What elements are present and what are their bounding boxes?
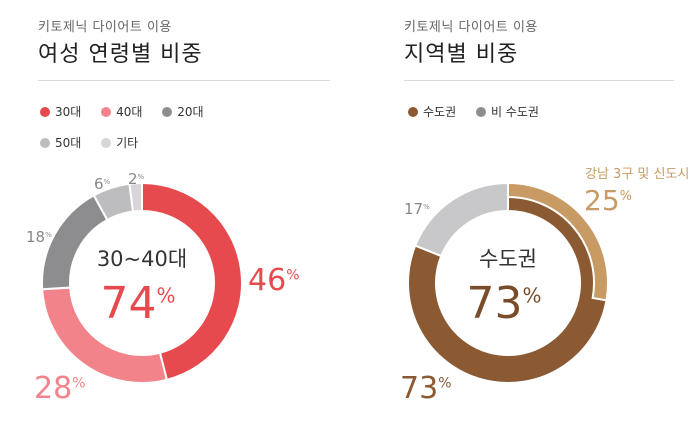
legend-label: 50대 xyxy=(55,136,82,150)
legend-item-30s: 30대 xyxy=(40,103,81,120)
legend-swatch xyxy=(101,106,112,117)
segment-gangnam-highlight xyxy=(507,181,609,302)
label-40s-value: 28% xyxy=(34,371,86,406)
legend-swatch xyxy=(162,106,173,117)
divider xyxy=(404,80,674,81)
segment-other xyxy=(128,181,143,213)
legend-swatch xyxy=(101,137,112,148)
center-label: 30~40대 xyxy=(97,247,187,271)
legend-item-other: 기타 xyxy=(101,134,138,151)
label-20s-value: 18% xyxy=(26,228,52,246)
legend-label: 기타 xyxy=(116,136,139,150)
legend-label: 40대 xyxy=(116,105,143,119)
legend-label: 30대 xyxy=(55,105,82,119)
legend-item-50s: 50대 xyxy=(40,134,81,151)
legend-label: 20대 xyxy=(177,105,204,119)
legend-swatch xyxy=(40,106,50,117)
highlight-label: 강남 3구 및 신도시 xyxy=(585,167,689,182)
legend-swatch xyxy=(475,106,486,117)
center-value: 73% xyxy=(466,278,541,329)
segment-30s xyxy=(141,181,243,382)
legend-item-capital: 수도권 xyxy=(408,103,456,120)
legend-item-non-capital: 비 수도권 xyxy=(475,103,539,120)
segment-20s xyxy=(41,194,109,291)
center-label: 수도권 xyxy=(479,247,537,271)
age-chart-legend: 30대 40대 20대 50대 기타 xyxy=(40,103,280,165)
label-non-capital-value: 17% xyxy=(404,200,430,218)
label-capital-value: 73% xyxy=(400,371,452,406)
age-chart-panel: 키토제닉 다이어트 이용 여성 연령별 비중 30대 40대 20대 50대 기… xyxy=(26,20,330,406)
region-donut-chart: 강남 3구 및 신도시 25% 73% 17% 수도권 73% xyxy=(400,167,689,406)
label-50s-value: 6% xyxy=(94,175,111,193)
label-other-value: 2% xyxy=(128,170,145,188)
age-chart-title: 여성 연령별 비중 xyxy=(38,42,203,67)
region-chart-panel: 키토제닉 다이어트 이용 지역별 비중 수도권 비 수도권 강남 3구 및 신도… xyxy=(348,0,696,436)
legend-swatch xyxy=(40,137,50,148)
age-donut-chart: 46% 28% 18% 6% 2% 30~40대 74% xyxy=(26,170,300,406)
age-chart-subtitle: 키토제닉 다이어트 이용 xyxy=(38,20,172,35)
legend-item-20s: 20대 xyxy=(162,103,204,120)
region-chart-legend: 수도권 비 수도권 xyxy=(408,103,668,134)
region-chart-subtitle: 키토제닉 다이어트 이용 xyxy=(404,20,538,35)
label-30s-value: 46% xyxy=(248,263,300,298)
legend-swatch xyxy=(408,106,418,117)
highlight-value: 25% xyxy=(584,184,632,217)
segment-non-capital xyxy=(413,181,509,258)
legend-item-40s: 40대 xyxy=(101,103,142,120)
region-chart-title: 지역별 비중 xyxy=(404,42,519,67)
divider xyxy=(38,80,330,81)
center-value: 74% xyxy=(100,278,175,329)
legend-label: 수도권 xyxy=(423,105,457,119)
legend-label: 비 수도권 xyxy=(490,105,539,119)
